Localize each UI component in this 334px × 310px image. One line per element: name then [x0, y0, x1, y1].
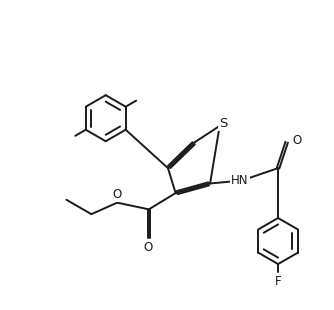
- Text: O: O: [113, 188, 122, 201]
- Text: S: S: [219, 117, 228, 130]
- Text: HN: HN: [231, 174, 249, 187]
- Text: O: O: [293, 134, 302, 147]
- Text: O: O: [143, 241, 153, 254]
- Text: F: F: [275, 275, 281, 288]
